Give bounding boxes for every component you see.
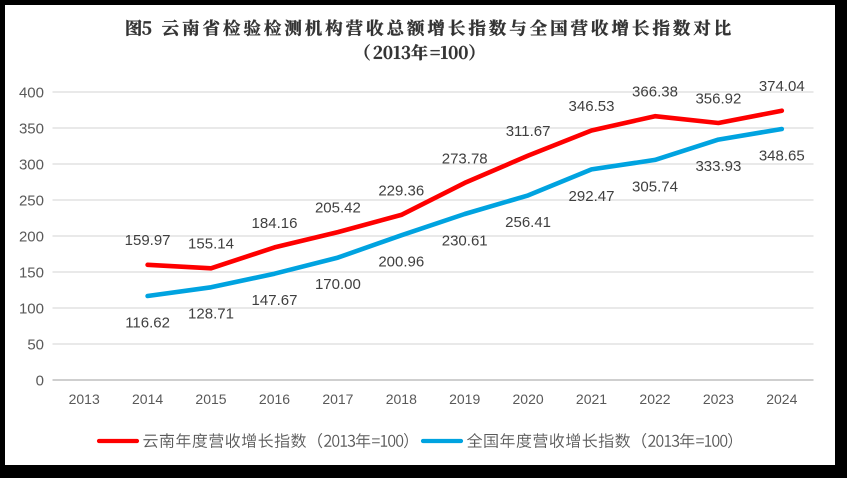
svg-text:333.93: 333.93 [695, 158, 741, 175]
svg-text:2021: 2021 [576, 391, 607, 407]
svg-text:2020: 2020 [513, 391, 544, 407]
svg-text:2019: 2019 [449, 391, 480, 407]
svg-text:147.67: 147.67 [252, 292, 298, 309]
svg-text:170.00: 170.00 [315, 276, 361, 293]
svg-text:184.16: 184.16 [252, 215, 298, 232]
svg-text:229.36: 229.36 [378, 182, 424, 199]
svg-text:2014: 2014 [132, 391, 163, 407]
svg-text:100: 100 [19, 300, 44, 317]
svg-text:2024: 2024 [766, 391, 797, 407]
svg-text:366.38: 366.38 [632, 84, 678, 101]
svg-text:200: 200 [19, 228, 44, 245]
svg-text:400: 400 [19, 84, 44, 101]
svg-text:374.04: 374.04 [759, 78, 805, 95]
svg-text:305.74: 305.74 [632, 178, 678, 195]
svg-text:346.53: 346.53 [569, 98, 615, 115]
svg-text:2022: 2022 [639, 391, 670, 407]
svg-text:200.96: 200.96 [378, 254, 424, 271]
svg-text:311.67: 311.67 [506, 123, 551, 140]
svg-text:116.62: 116.62 [125, 314, 170, 331]
svg-text:0: 0 [36, 372, 44, 389]
svg-text:150: 150 [19, 264, 44, 281]
svg-text:2015: 2015 [195, 391, 226, 407]
svg-text:256.41: 256.41 [505, 214, 551, 231]
svg-text:2013: 2013 [69, 391, 100, 407]
svg-text:230.61: 230.61 [442, 232, 488, 249]
svg-text:2017: 2017 [322, 391, 353, 407]
svg-text:159.97: 159.97 [125, 232, 171, 249]
svg-text:155.14: 155.14 [188, 236, 234, 253]
svg-text:2016: 2016 [259, 391, 290, 407]
svg-text:2023: 2023 [703, 391, 734, 407]
svg-text:128.71: 128.71 [188, 306, 234, 323]
svg-text:292.47: 292.47 [569, 188, 615, 205]
svg-text:350: 350 [19, 120, 44, 137]
svg-text:348.65: 348.65 [759, 147, 805, 164]
svg-text:356.92: 356.92 [695, 90, 741, 107]
svg-text:273.78: 273.78 [442, 150, 488, 167]
svg-text:205.42: 205.42 [315, 200, 361, 217]
svg-text:50: 50 [27, 336, 44, 353]
svg-text:300: 300 [19, 156, 44, 173]
svg-text:250: 250 [19, 192, 44, 209]
svg-text:2018: 2018 [386, 391, 417, 407]
